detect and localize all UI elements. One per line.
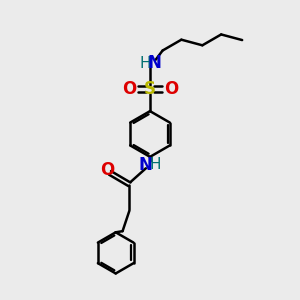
- Text: O: O: [122, 80, 136, 98]
- Text: N: N: [147, 54, 161, 72]
- Text: S: S: [144, 80, 156, 98]
- Text: O: O: [100, 161, 115, 179]
- Text: H: H: [150, 158, 161, 172]
- Text: N: N: [139, 156, 153, 174]
- Text: H: H: [139, 56, 151, 70]
- Text: O: O: [164, 80, 178, 98]
